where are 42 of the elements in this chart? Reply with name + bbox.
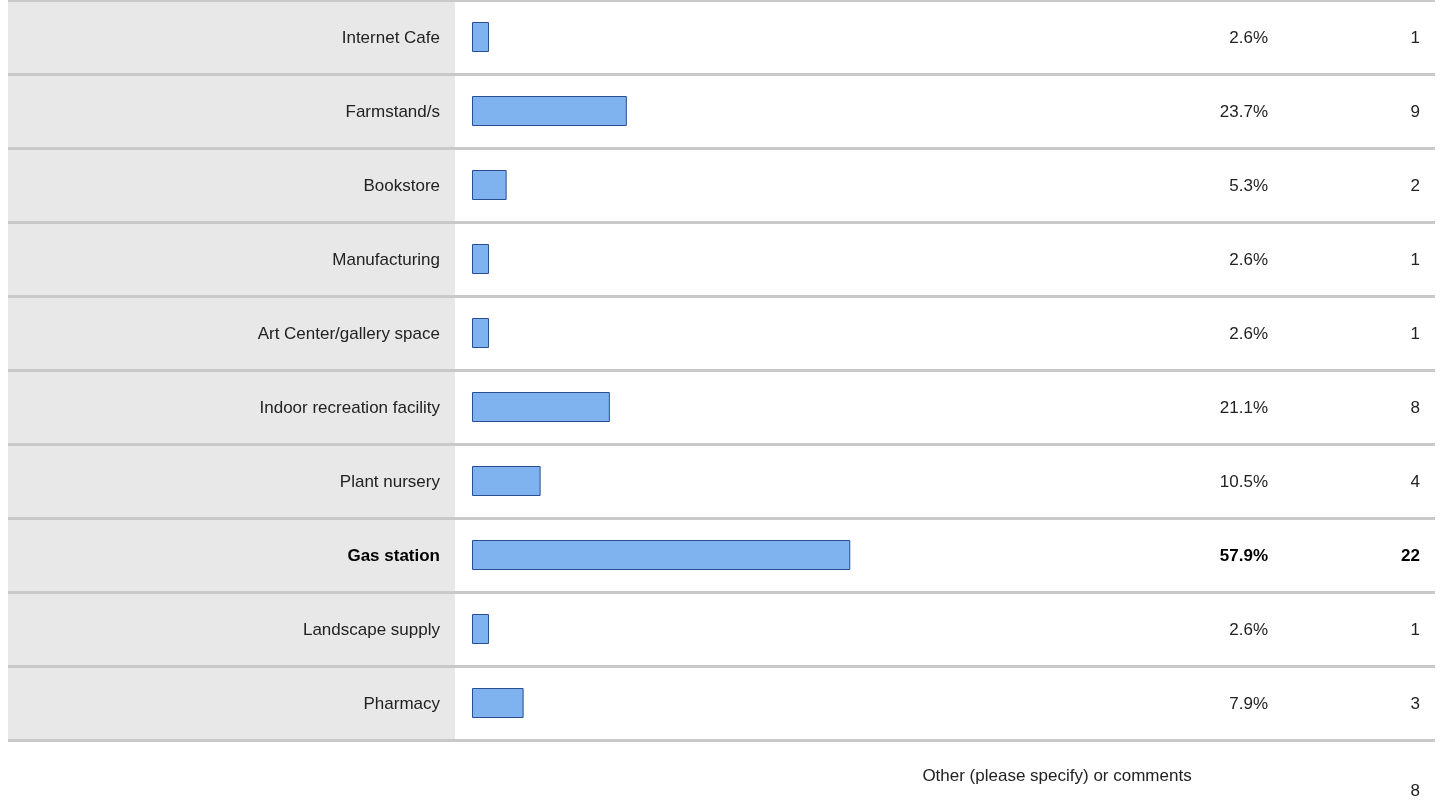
bar xyxy=(472,244,489,274)
data-label: 2.6% xyxy=(1229,249,1268,269)
text: 1 xyxy=(1410,323,1420,343)
y-tick-label: Bookstore xyxy=(363,175,440,195)
text: 1 xyxy=(1410,619,1420,639)
bar xyxy=(472,688,524,718)
y-tick-label: Art Center/gallery space xyxy=(257,323,440,343)
y-tick-label: Indoor recreation facility xyxy=(259,397,441,417)
text: 1 xyxy=(1410,27,1420,47)
y-tick-label: Landscape supply xyxy=(302,619,441,639)
bar xyxy=(472,540,851,570)
text: 22 xyxy=(1401,545,1420,565)
data-label: 57.9% xyxy=(1219,545,1268,565)
data-label: 10.5% xyxy=(1219,471,1268,491)
data-label: 5.3% xyxy=(1229,175,1268,195)
y-tick-label: Pharmacy xyxy=(363,693,441,713)
y-tick-label: Gas station xyxy=(347,545,440,565)
text: 8 xyxy=(1410,780,1420,800)
data-label: 2.6% xyxy=(1229,27,1268,47)
text: 8 xyxy=(1410,397,1420,417)
bar xyxy=(472,614,489,644)
data-label: 7.9% xyxy=(1229,693,1268,713)
text: 2 xyxy=(1410,175,1420,195)
text: Other (please specify) or comments xyxy=(922,765,1192,785)
text: 4 xyxy=(1410,471,1420,491)
text: 9 xyxy=(1410,101,1420,121)
y-tick-label: Plant nursery xyxy=(339,471,441,491)
data-label: 2.6% xyxy=(1229,323,1268,343)
text: 1 xyxy=(1410,249,1420,269)
bar xyxy=(472,392,610,422)
bar xyxy=(472,466,541,496)
y-tick-label: Manufacturing xyxy=(332,249,440,269)
data-label: 23.7% xyxy=(1219,101,1268,121)
y-tick-label: Internet Cafe xyxy=(341,27,440,47)
bar xyxy=(472,170,507,200)
bar xyxy=(472,318,489,348)
bar xyxy=(472,96,627,126)
text: 3 xyxy=(1410,693,1420,713)
y-tick-label: Farmstand/s xyxy=(345,101,440,121)
data-label: 2.6% xyxy=(1229,619,1268,639)
data-label: 21.1% xyxy=(1219,397,1268,417)
bar xyxy=(472,22,489,52)
